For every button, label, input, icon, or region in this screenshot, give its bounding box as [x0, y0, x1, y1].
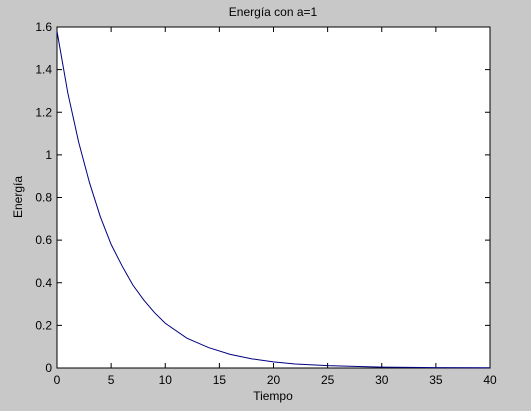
chart-title: Energía con a=1 [229, 5, 318, 19]
plot-area [56, 26, 491, 369]
x-tick-label: 40 [483, 373, 497, 387]
x-tick-label: 10 [159, 373, 173, 387]
x-tick-label: 15 [213, 373, 227, 387]
y-tick-label: 0 [45, 361, 52, 375]
x-tick-label: 35 [429, 373, 443, 387]
y-tick-label: 0.8 [35, 191, 52, 205]
y-tick-label: 1.2 [35, 105, 52, 119]
y-tick-label: 0.4 [35, 276, 52, 290]
x-tick-label: 25 [321, 373, 335, 387]
x-tick-label: 20 [267, 373, 281, 387]
series-line [56, 31, 491, 369]
x-tick-label: 5 [108, 373, 115, 387]
x-tick-label: 0 [54, 373, 61, 387]
y-tick-label: 0.2 [35, 318, 52, 332]
series-layer [56, 31, 491, 369]
y-tick-label: 1.4 [35, 63, 52, 77]
x-tick-label: 30 [375, 373, 389, 387]
y-axis-ticks: 0 0.2 0.4 0.6 0.8 1 1.2 1.4 1.6 [35, 20, 490, 375]
y-tick-label: 0.6 [35, 233, 52, 247]
y-tick-label: 1 [45, 148, 52, 162]
x-axis-ticks: 0 5 10 15 20 25 30 35 40 [54, 27, 497, 387]
x-axis-label: Tiempo [253, 389, 293, 403]
y-tick-label: 1.6 [35, 20, 52, 34]
y-axis-label: Energía [11, 176, 25, 218]
